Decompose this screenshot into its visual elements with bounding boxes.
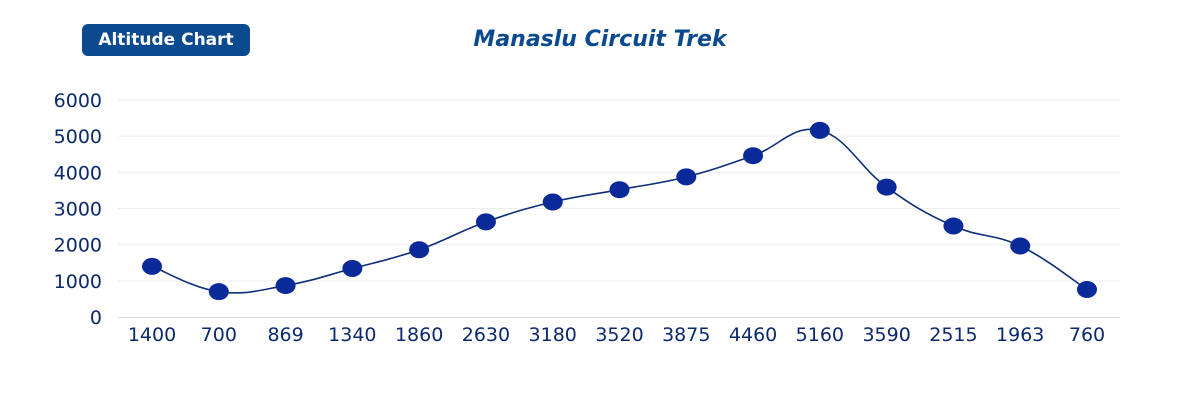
y-axis-tick-labels: 0 1000 2000 3000 4000 5000 6000 [54, 90, 102, 329]
data-point-8 [676, 168, 697, 186]
x-tick-label-9: 4460 [729, 324, 777, 346]
x-tick-label-1: 700 [201, 324, 237, 346]
y-tick-label-6000: 6000 [54, 90, 102, 112]
y-tick-label-1000: 1000 [54, 271, 102, 293]
data-point-6 [542, 193, 563, 211]
data-point-14 [1077, 281, 1097, 299]
x-tick-label-10: 5160 [796, 324, 844, 346]
x-tick-label-13: 1963 [996, 324, 1044, 346]
x-tick-label-8: 3875 [662, 324, 710, 346]
data-point-7 [609, 181, 630, 199]
gridlines [118, 99, 1120, 282]
data-point-12 [943, 217, 964, 235]
altitude-chart-badge: Altitude Chart [82, 24, 250, 56]
data-point-5 [475, 213, 496, 231]
data-point-11 [876, 178, 897, 196]
chart-title: Manaslu Circuit Trek [473, 27, 727, 52]
x-tick-label-4: 1860 [395, 324, 443, 346]
altitude-series-points [142, 121, 1097, 301]
x-tick-label-3: 1340 [328, 324, 376, 346]
x-tick-label-2: 869 [267, 324, 303, 346]
x-tick-label-5: 2630 [462, 324, 510, 346]
y-tick-label-4000: 4000 [54, 162, 102, 184]
data-point-13 [1010, 237, 1031, 255]
data-point-0 [142, 257, 162, 275]
data-point-10 [809, 121, 830, 139]
x-tick-label-11: 3590 [862, 324, 910, 346]
x-tick-label-7: 3520 [595, 324, 643, 346]
data-point-2 [275, 277, 296, 295]
y-tick-label-0: 0 [90, 307, 102, 329]
x-tick-label-0: 1400 [128, 324, 176, 346]
x-axis-tick-labels: 1400 700 869 1340 1860 2630 3180 3520 3875 4460 51… [128, 324, 1105, 346]
y-tick-label-5000: 5000 [54, 126, 102, 148]
x-tick-label-6: 3180 [529, 324, 577, 346]
data-point-1 [208, 283, 229, 301]
y-tick-label-3000: 3000 [54, 199, 102, 221]
altitude-series-line [151, 128, 1088, 294]
data-point-3 [342, 260, 363, 278]
x-tick-label-12: 2515 [929, 324, 977, 346]
y-tick-label-2000: 2000 [54, 235, 102, 257]
data-point-4 [409, 241, 430, 259]
data-point-9 [743, 147, 764, 165]
x-tick-label-14: 760 [1069, 324, 1105, 346]
